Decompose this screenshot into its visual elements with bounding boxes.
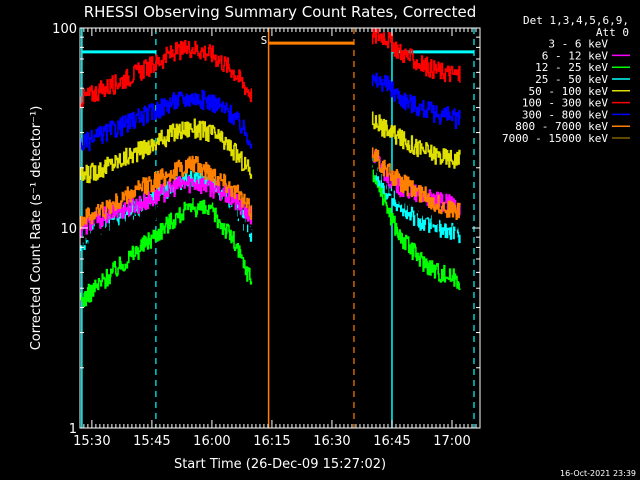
legend-header: Det 1,3,4,5,6,9, — [523, 14, 629, 27]
series-line-50-100-kev — [371, 111, 461, 169]
legend-entry-label: 25 - 50 keV — [535, 73, 608, 86]
legend-entry-label: 300 - 800 keV — [522, 108, 608, 121]
x-tick-label: 15:45 — [133, 434, 170, 449]
y-tick-label: 1 — [69, 422, 77, 437]
x-tick-label: 17:00 — [433, 434, 470, 449]
legend-entry-label: 3 - 6 keV — [548, 38, 608, 51]
series-line-300-800-kev — [80, 89, 253, 152]
x-tick-label: 16:15 — [253, 434, 290, 449]
series-line-300-800-kev — [371, 72, 461, 129]
series-line-12-25-kev — [371, 165, 461, 291]
legend-entry-label: 100 - 300 keV — [522, 97, 608, 110]
series-line-100-300-kev — [80, 40, 253, 109]
timestamp: 16-Oct-2021 23:39 — [560, 469, 636, 478]
x-tick-label: 16:00 — [193, 434, 230, 449]
series-line-50-100-kev — [80, 118, 253, 184]
y-tick-label: 10 — [60, 222, 77, 237]
x-tick-label: 16:30 — [313, 434, 350, 449]
legend-header: Att 0 — [596, 26, 629, 39]
series-line-100-300-kev — [371, 28, 461, 83]
series-line-12-25-kev — [80, 196, 253, 308]
y-tick-label: 100 — [52, 22, 77, 37]
legend-entry-label: 6 - 12 keV — [542, 49, 609, 62]
x-axis: 15:30 15:45 16:00 16:15 16:30 16:45 17:00 — [73, 28, 481, 449]
y-axis: 1 10 100 — [52, 22, 480, 437]
legend-entry-label: 12 - 25 keV — [535, 61, 608, 74]
series-line-800-7000-kev — [80, 155, 253, 230]
y-axis-label: Corrected Count Rate (s⁻¹ detector⁻¹) — [29, 106, 44, 351]
legend-entry-label: 7000 - 15000 keV — [502, 132, 608, 145]
x-tick-label: 16:45 — [373, 434, 410, 449]
series-layer — [80, 28, 461, 308]
saa-annotation: S — [261, 34, 268, 47]
series-line-3-6-kev — [80, 184, 253, 246]
legend-entry-label: 800 - 7000 keV — [515, 120, 608, 133]
x-axis-label: Start Time (26-Dec-09 15:27:02) — [174, 457, 386, 472]
chart-title: RHESSI Observing Summary Count Rates, Co… — [84, 3, 477, 21]
x-tick-label: 15:30 — [73, 434, 110, 449]
legend-entry-label: 50 - 100 keV — [529, 85, 609, 98]
series-line-800-7000-kev — [371, 147, 461, 220]
